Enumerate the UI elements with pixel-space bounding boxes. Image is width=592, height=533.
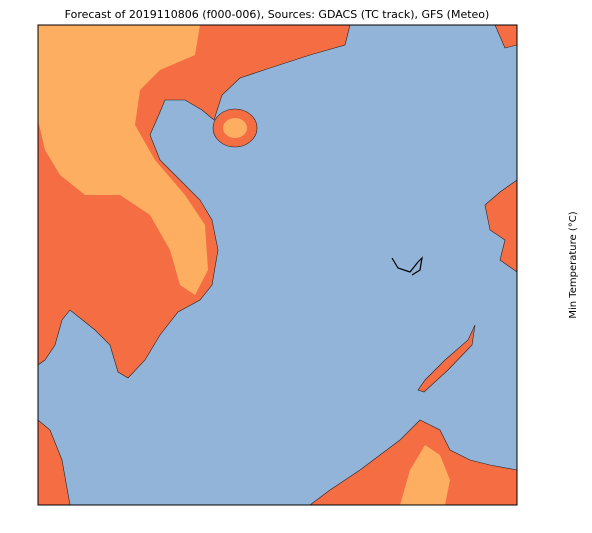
land-palawan bbox=[417, 324, 476, 393]
land-highland bbox=[38, 25, 208, 295]
land-malay bbox=[38, 419, 71, 505]
land-taiwan bbox=[494, 25, 517, 49]
land-luzon bbox=[484, 179, 517, 273]
colorbar-label: Min Temperature (°C) bbox=[568, 211, 579, 318]
land-hainan-high bbox=[223, 118, 247, 138]
map-frame bbox=[37, 24, 518, 506]
land-borneo-high bbox=[400, 445, 450, 505]
title: Forecast of 2019110806 (f000-006), Sourc… bbox=[65, 8, 490, 21]
land-borneo bbox=[309, 419, 517, 505]
map bbox=[38, 25, 517, 505]
cone-outline bbox=[391, 256, 423, 276]
